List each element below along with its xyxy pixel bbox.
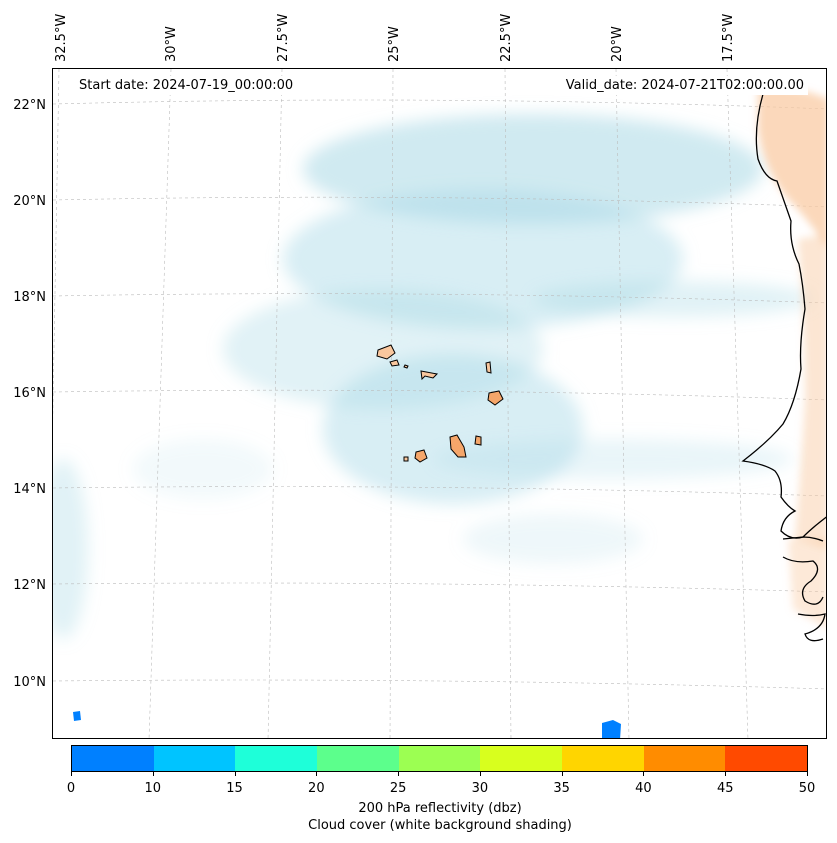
colorbar-tick-label-35: 35: [553, 781, 570, 796]
blob-southwest: [73, 711, 81, 721]
lat-label-18n: 18°N: [13, 290, 46, 305]
cloud-west-edge: [53, 459, 88, 639]
colorbar-tick-label-50: 50: [798, 781, 816, 796]
blob-south-center: [602, 720, 621, 738]
lat-label-22n: 22°N: [13, 98, 46, 113]
colorbar-segment-0: [72, 746, 154, 771]
grid-lat-22n: [53, 99, 826, 110]
colorbar-tickmark-50: [807, 772, 808, 776]
colorbar-tickmark-10: [152, 772, 154, 776]
lon-label-17-5w: 17.5°W: [721, 13, 736, 62]
colorbar-tick-label-0: 0: [66, 781, 76, 796]
valid-date-label: Valid_date: 2024-07-21T02:00:00.00: [561, 76, 808, 95]
island-brava: [403, 456, 409, 462]
colorbar-tick-label-40: 40: [635, 781, 652, 796]
colorbar-tick-label-15: 15: [226, 781, 243, 796]
grid-lat-18n: [53, 293, 826, 304]
colorbar-segment-3: [317, 746, 399, 771]
lon-label-30w: 30°W: [164, 26, 179, 62]
cloud-islands-mass: [323, 354, 583, 504]
colorbar-segment-4: [398, 746, 481, 771]
island-sao-nicolau: [420, 370, 439, 381]
colorbar-segment-6: [562, 746, 644, 771]
lon-label-25w: 25°W: [387, 26, 402, 62]
lon-label-32-5w: 32.5°W: [54, 13, 69, 62]
coastline-gambia: [782, 536, 824, 542]
coastline-guinea-bissau: [782, 556, 824, 605]
start-date-label: Start date: 2024-07-19_00:00:00: [75, 76, 298, 95]
map-panel[interactable]: [52, 68, 827, 739]
island-maio: [474, 435, 482, 446]
cloud-cover-shading: [53, 114, 813, 639]
land-shading-coast: [795, 234, 826, 549]
africa-coastline: [741, 93, 826, 642]
colorbar-tick-label-30: 30: [471, 781, 489, 796]
island-santa-luzia: [403, 364, 409, 369]
colorbar-tickmark-25: [398, 772, 400, 776]
cape-verde-islands: [376, 344, 504, 463]
lat-label-12n: 12°N: [13, 578, 46, 593]
grid-lon-22-5w: [504, 69, 512, 738]
colorbar-subtitle: Cloud cover (white background shading): [308, 818, 572, 833]
grid-lon-17-5w: [726, 69, 749, 738]
colorbar-tickmark-30: [479, 772, 481, 776]
grid-lat-16n: [53, 389, 826, 401]
grid-lon-30w: [148, 69, 172, 738]
colorbar-tickmark-35: [561, 772, 563, 776]
grid-lat-12n: [53, 582, 826, 593]
colorbar-segment-5: [480, 746, 563, 771]
island-sao-vicente: [389, 359, 400, 367]
lat-label-14n: 14°N: [13, 482, 46, 497]
cloud-lower-streak: [433, 439, 793, 479]
lat-label-16n: 16°N: [13, 386, 46, 401]
colorbar-tick-label-45: 45: [716, 781, 734, 796]
island-fogo: [414, 449, 428, 463]
colorbar-tickmark-0: [71, 772, 72, 776]
grid-lon-25w: [389, 69, 394, 738]
reflectivity-blobs: [73, 711, 621, 738]
lon-label-22-5w: 22.5°W: [499, 13, 514, 62]
colorbar-tickmark-40: [643, 772, 645, 776]
continent-reflectivity-shading: [758, 87, 826, 628]
colorbar-segment-2: [235, 746, 318, 771]
grid-lon-27-5w: [267, 69, 283, 738]
coastline-guinea: [797, 613, 826, 642]
lon-label-20w: 20°W: [610, 26, 625, 62]
island-sal: [485, 361, 492, 374]
coastline-path: [741, 93, 826, 539]
colorbar-segment-8: [725, 746, 808, 771]
colorbar-tickmark-45: [725, 772, 727, 776]
grid-lon-20w: [615, 69, 630, 738]
graticule-lines: [53, 69, 826, 738]
colorbar-segment-7: [643, 746, 726, 771]
colorbar-tickmark-20: [316, 772, 318, 776]
grid-lat-14n: [53, 486, 826, 497]
island-santo-antao: [376, 344, 396, 360]
map-canvas: [53, 69, 826, 738]
cloud-west-small: [133, 439, 273, 499]
colorbar-tick-label-10: 10: [144, 781, 162, 796]
island-boa-vista: [487, 390, 504, 406]
lat-label-10n: 10°N: [13, 675, 46, 690]
colorbar-tickmark-15: [234, 772, 236, 776]
colorbar-title: 200 hPa reflectivity (dbz): [358, 801, 522, 816]
grid-lat-20n: [53, 196, 826, 208]
colorbar-tick-label-25: 25: [389, 781, 407, 796]
lat-label-20n: 20°N: [13, 194, 46, 209]
grid-lon-32-5w: [53, 69, 60, 422]
grid-lat-10n: [53, 679, 826, 690]
cloud-east-streak: [533, 281, 813, 317]
island-santiago: [449, 434, 467, 458]
colorbar-segment-1: [153, 746, 236, 771]
cloud-south-patch: [463, 514, 643, 564]
reflectivity-colorbar: [71, 745, 808, 772]
lon-label-27-5w: 27.5°W: [276, 13, 291, 62]
colorbar-tick-label-20: 20: [308, 781, 325, 796]
land-shading-north: [758, 87, 826, 247]
